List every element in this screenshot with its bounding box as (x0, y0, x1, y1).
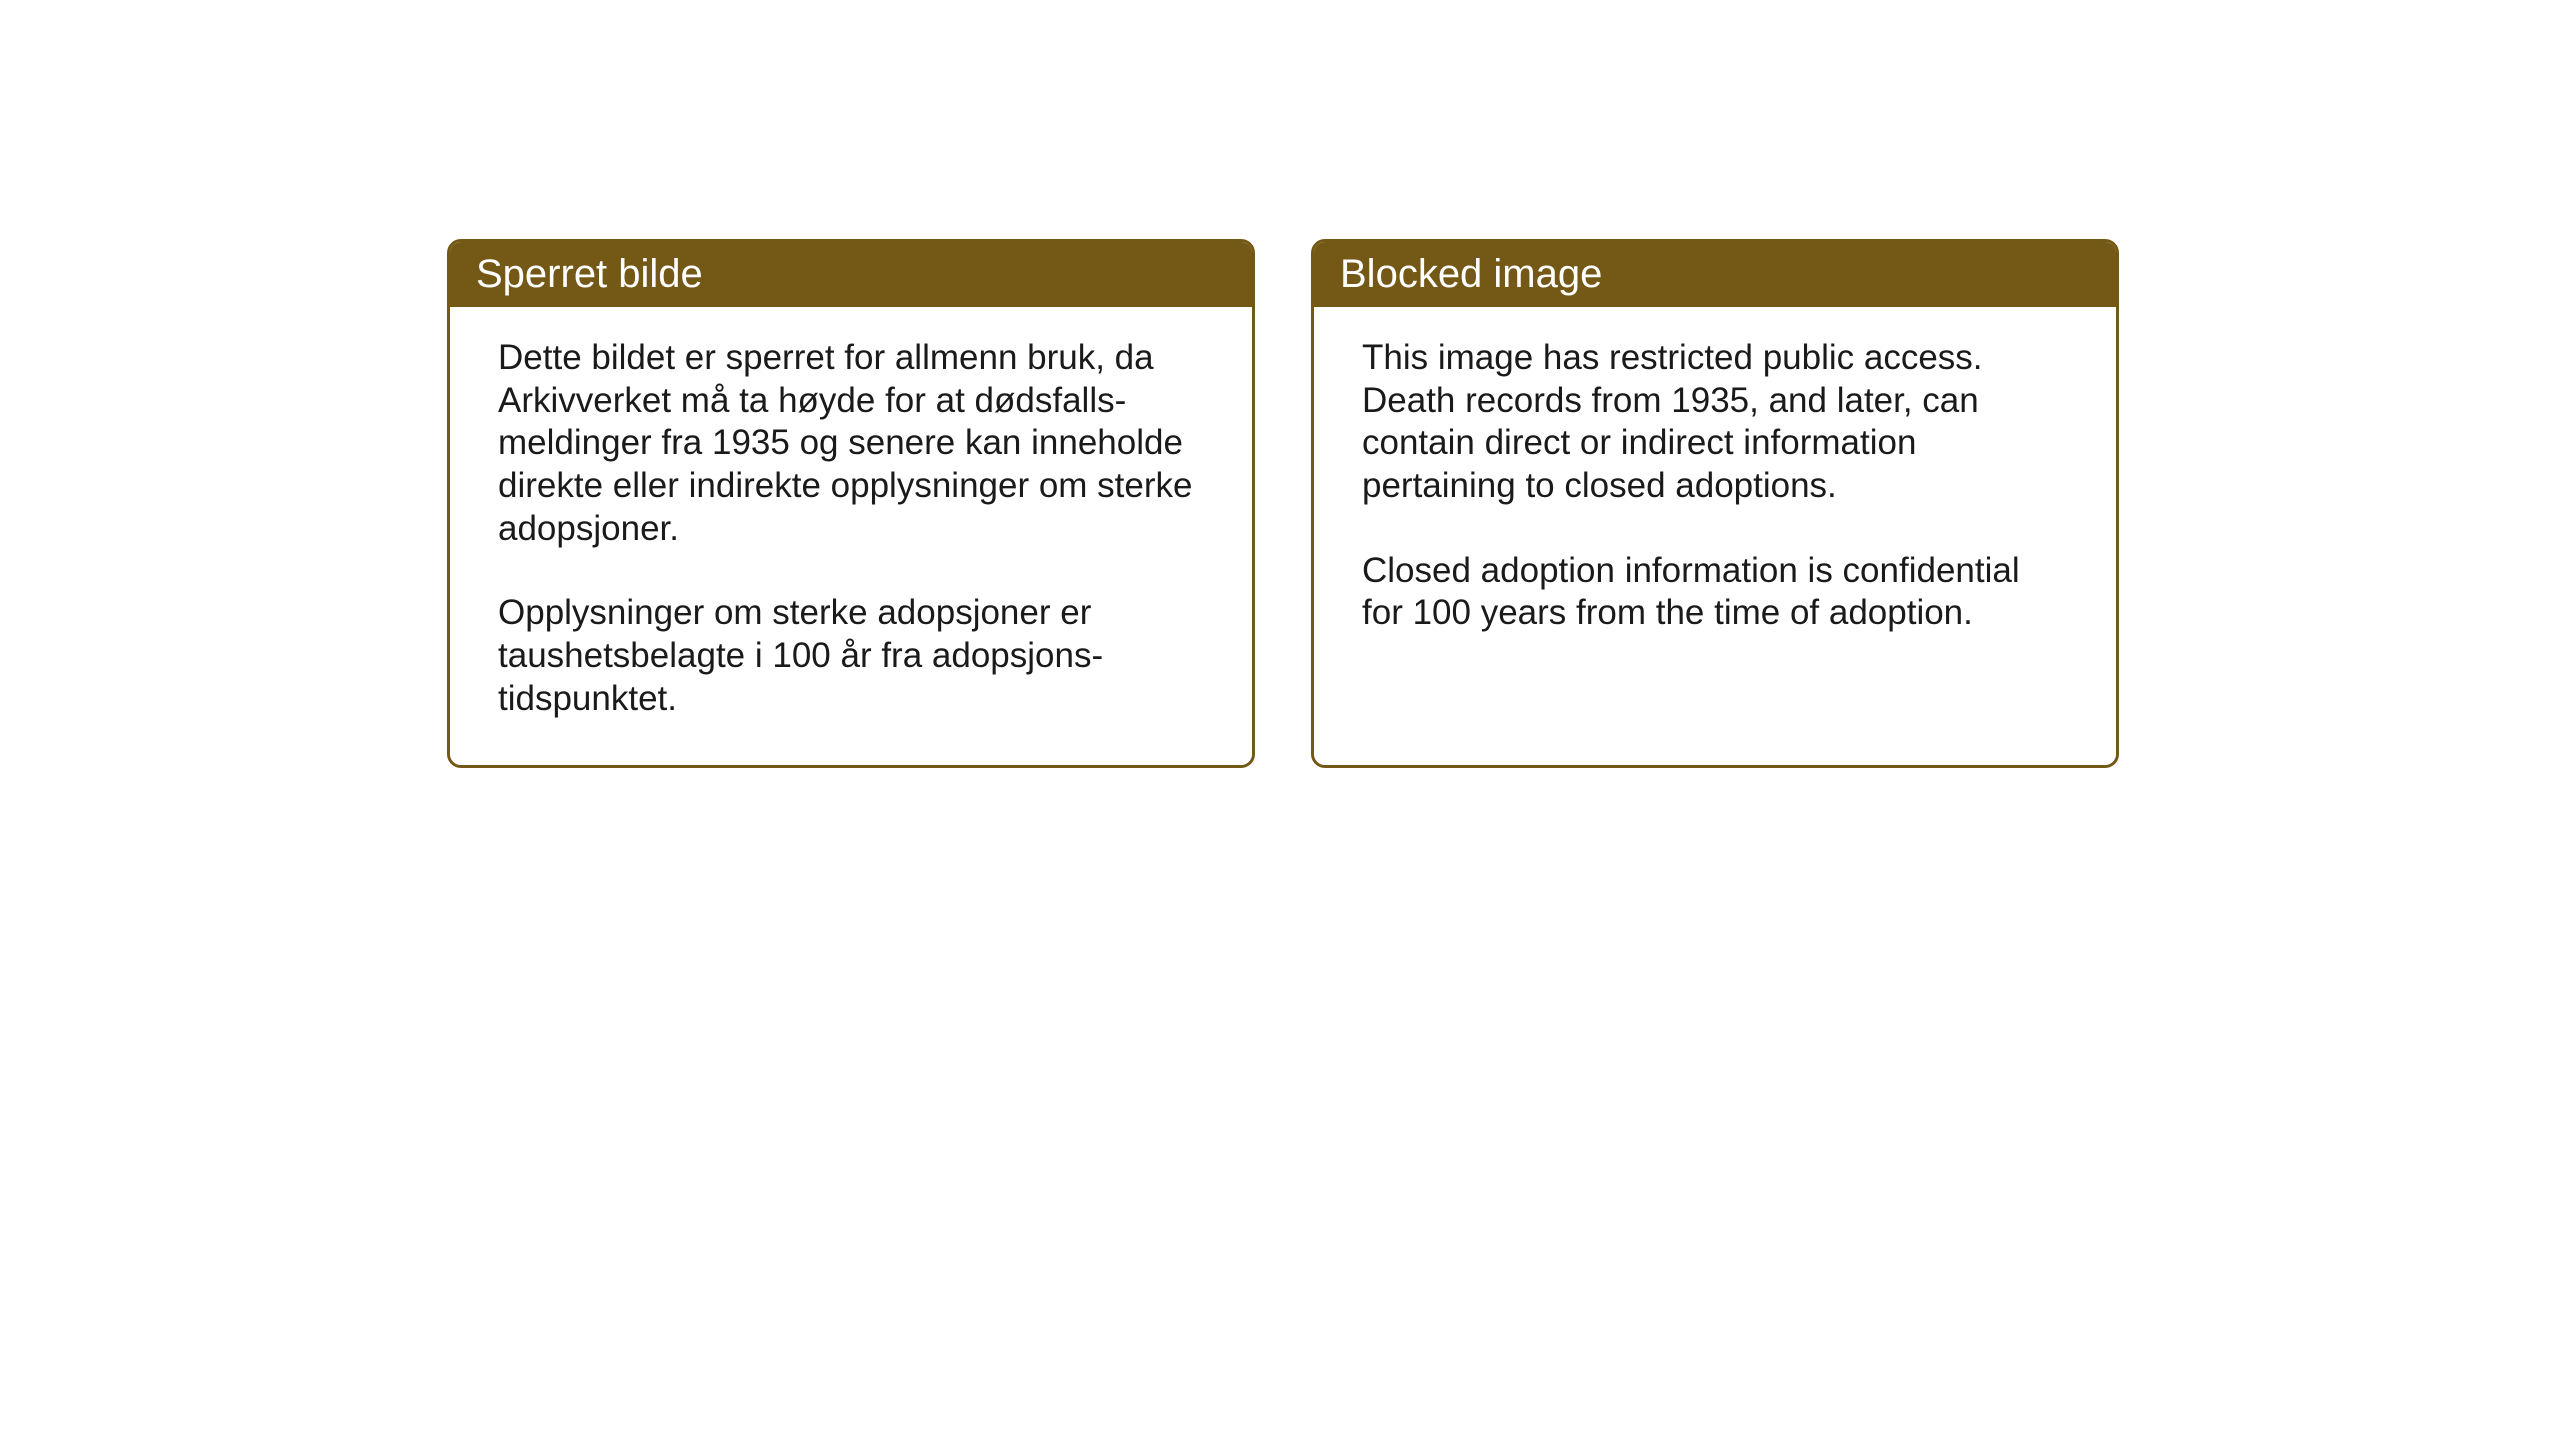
notice-box-english: Blocked image This image has restricted … (1311, 239, 2119, 768)
notice-paragraph-1-norwegian: Dette bildet er sperret for allmenn bruk… (498, 337, 1204, 550)
notice-body-english: This image has restricted public access.… (1314, 307, 2116, 765)
notice-paragraph-2-english: Closed adoption information is confident… (1362, 550, 2068, 635)
notice-paragraph-2-norwegian: Opplysninger om sterke adopsjoner er tau… (498, 592, 1204, 720)
notice-paragraph-1-english: This image has restricted public access.… (1362, 337, 2068, 508)
notice-body-norwegian: Dette bildet er sperret for allmenn bruk… (450, 307, 1252, 765)
notice-header-norwegian: Sperret bilde (450, 242, 1252, 307)
notices-container: Sperret bilde Dette bildet er sperret fo… (447, 239, 2119, 768)
notice-title-norwegian: Sperret bilde (476, 252, 703, 296)
notice-header-english: Blocked image (1314, 242, 2116, 307)
notice-title-english: Blocked image (1340, 252, 1602, 296)
notice-box-norwegian: Sperret bilde Dette bildet er sperret fo… (447, 239, 1255, 768)
